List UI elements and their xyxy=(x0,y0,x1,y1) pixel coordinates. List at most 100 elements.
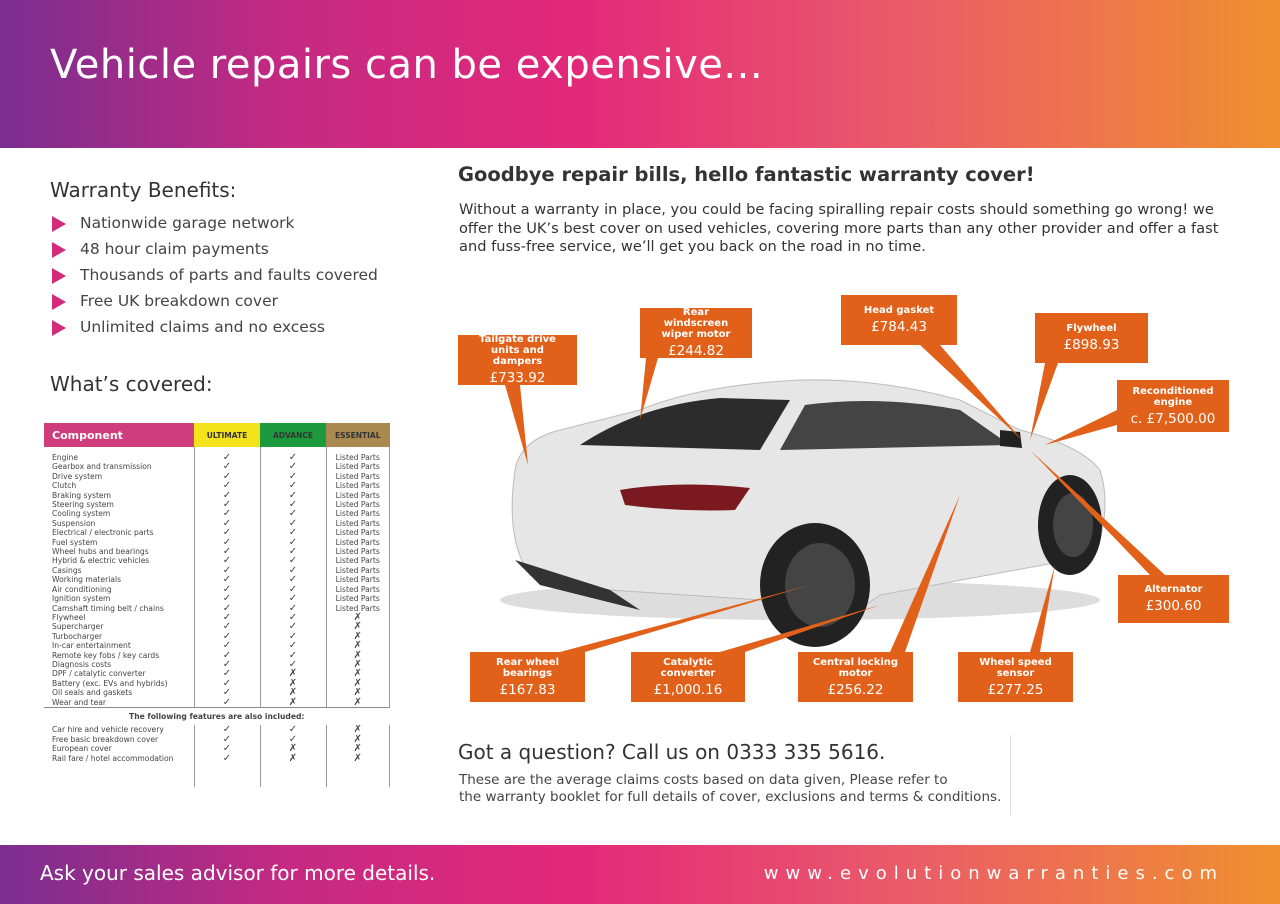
check-icon: ✓ xyxy=(259,537,326,547)
table-row: Oil seals and gaskets ✓ ✗ ✗ xyxy=(44,687,390,698)
table-row: Remote key fobs / key cards ✓ ✓ ✗ xyxy=(44,650,390,660)
car-image xyxy=(500,379,1106,647)
cross-icon: ✗ xyxy=(325,650,390,660)
component-name: Cooling system xyxy=(52,509,111,519)
repair-cost-callout: Flywheel £898.93 xyxy=(1035,313,1148,363)
component-name: Braking system xyxy=(52,490,111,500)
check-icon: ✓ xyxy=(259,640,326,651)
table-row: Camshaft timing belt / chains ✓ ✓ Listed Pa… xyxy=(44,603,390,613)
check-icon: ✓ xyxy=(259,556,326,566)
check-icon: ✓ xyxy=(193,734,260,745)
check-icon: ✓ xyxy=(259,499,326,510)
component-name: DPF / catalytic converter xyxy=(52,669,146,679)
table-row: Braking system ✓ ✓ Listed Parts xyxy=(44,490,390,501)
repair-cost-callout: Rear windscreen wiper motor £244.82 xyxy=(640,307,752,359)
table-row: Wear and tear ✓ ✗ ✗ xyxy=(44,697,390,708)
check-icon: ✓ xyxy=(259,622,326,632)
benefit-item: Nationwide garage network xyxy=(52,214,295,232)
repair-cost-callout: Rear wheel bearings £167.83 xyxy=(470,652,585,702)
coverage-cell: Listed Parts xyxy=(325,500,390,510)
coverage-cell: Listed Parts xyxy=(325,481,390,491)
coverage-cell: Listed Parts xyxy=(325,528,390,538)
coverage-cell: Listed Parts xyxy=(325,447,390,463)
callout-price: £256.22 xyxy=(827,681,884,698)
check-icon: ✓ xyxy=(193,462,260,472)
component-name: Rail fare / hotel accommodation xyxy=(52,753,174,763)
website-link[interactable]: www.evolutionwarranties.com xyxy=(763,863,1224,884)
table-row: Supercharger ✓ ✓ ✗ xyxy=(44,622,390,632)
check-icon: ✓ xyxy=(259,650,326,660)
check-icon: ✓ xyxy=(259,509,326,519)
check-icon: ✓ xyxy=(193,725,260,735)
table-row: Suspension ✓ ✓ Listed Parts xyxy=(44,518,390,529)
check-icon: ✓ xyxy=(193,518,260,529)
check-icon: ✓ xyxy=(259,462,326,472)
cross-icon: ✗ xyxy=(325,622,390,632)
table-row: European cover ✓ ✗ ✗ xyxy=(44,744,390,754)
component-name: Gearbox and transmission xyxy=(52,462,152,472)
component-name: Camshaft timing belt / chains xyxy=(52,603,164,613)
component-name: Clutch xyxy=(52,481,77,491)
repair-cost-callout: Head gasket £784.43 xyxy=(841,295,957,345)
cross-icon: ✗ xyxy=(259,687,326,698)
cross-icon: ✗ xyxy=(259,744,326,754)
repair-cost-callout: Tailgate drive units and dampers £733.92 xyxy=(458,334,577,386)
repair-cost-callout: Central locking motor £256.22 xyxy=(798,652,913,702)
extras-title: The following features are also included… xyxy=(44,706,390,726)
cross-icon: ✗ xyxy=(325,734,390,745)
check-icon: ✓ xyxy=(193,697,260,708)
table-row: Free basic breakdown cover ✓ ✓ ✗ xyxy=(44,734,390,745)
check-icon: ✓ xyxy=(259,546,326,557)
component-name: Car hire and vehicle recovery xyxy=(52,725,164,735)
claims-note-line-2: the warranty booklet for full details of… xyxy=(459,789,1002,805)
check-icon: ✓ xyxy=(193,631,260,641)
table-row: Diagnosis costs ✓ ✓ ✗ xyxy=(44,659,390,670)
callout-label: Tailgate drive units and dampers xyxy=(479,334,556,367)
coverage-table: Component ULTIMATE ADVANCE ESSENTIAL Eng… xyxy=(44,423,390,788)
callout-price: £733.92 xyxy=(489,370,546,386)
callout-label: Rear wheel bearings xyxy=(496,656,559,679)
callout-price: £244.82 xyxy=(668,343,724,359)
check-icon: ✓ xyxy=(193,659,260,670)
check-icon: ✓ xyxy=(259,528,326,538)
component-name: Wear and tear xyxy=(52,697,107,707)
component-name: Drive system xyxy=(52,471,103,481)
table-row: Ignition system ✓ ✓ Listed Parts xyxy=(44,593,390,604)
check-icon: ✓ xyxy=(259,518,326,529)
callout-label: Flywheel xyxy=(1066,323,1117,334)
callout-price: £300.60 xyxy=(1145,598,1202,614)
check-icon: ✓ xyxy=(259,447,326,463)
coverage-cell: Listed Parts xyxy=(325,603,390,613)
component-name: Supercharger xyxy=(52,622,104,632)
table-row: Hybrid & electric vehicles ✓ ✓ Listed Parts xyxy=(44,556,390,566)
check-icon: ✓ xyxy=(193,612,260,623)
component-name: Remote key fobs / key cards xyxy=(52,650,160,660)
coverage-cell: Listed Parts xyxy=(325,462,390,472)
callout-label: Head gasket xyxy=(863,305,935,316)
coverage-cell: Listed Parts xyxy=(325,518,390,529)
benefit-label: Nationwide garage network xyxy=(80,214,295,232)
cross-icon: ✗ xyxy=(259,753,326,763)
table-row: Drive system ✓ ✓ Listed Parts xyxy=(44,471,390,482)
benefit-label: Unlimited claims and no excess xyxy=(80,318,325,336)
coverage-cell: Listed Parts xyxy=(325,537,390,548)
callout-label: Rear windscreen wiper motor xyxy=(661,307,731,340)
cross-icon: ✗ xyxy=(325,640,390,651)
component-name: Turbocharger xyxy=(52,631,103,641)
check-icon: ✓ xyxy=(193,650,260,660)
table-row: Air conditioning ✓ ✓ Listed Parts xyxy=(44,584,390,594)
callout-label: Central locking motor xyxy=(812,656,899,679)
component-name: Steering system xyxy=(52,500,114,510)
coverage-cell: Listed Parts xyxy=(325,490,390,501)
check-icon: ✓ xyxy=(259,725,326,735)
check-icon: ✓ xyxy=(193,537,260,547)
component-name: Battery (exc. EVs and hybrids) xyxy=(52,678,168,688)
check-icon: ✓ xyxy=(259,631,326,641)
check-icon: ✓ xyxy=(259,471,326,482)
check-icon: ✓ xyxy=(193,593,260,604)
check-icon: ✓ xyxy=(193,584,260,594)
footer-banner: Ask your sales advisor for more details.… xyxy=(0,845,1280,904)
benefit-item: 48 hour claim payments xyxy=(52,240,269,258)
column-header-component: Component xyxy=(44,423,194,447)
benefit-label: Thousands of parts and faults covered xyxy=(80,266,378,284)
